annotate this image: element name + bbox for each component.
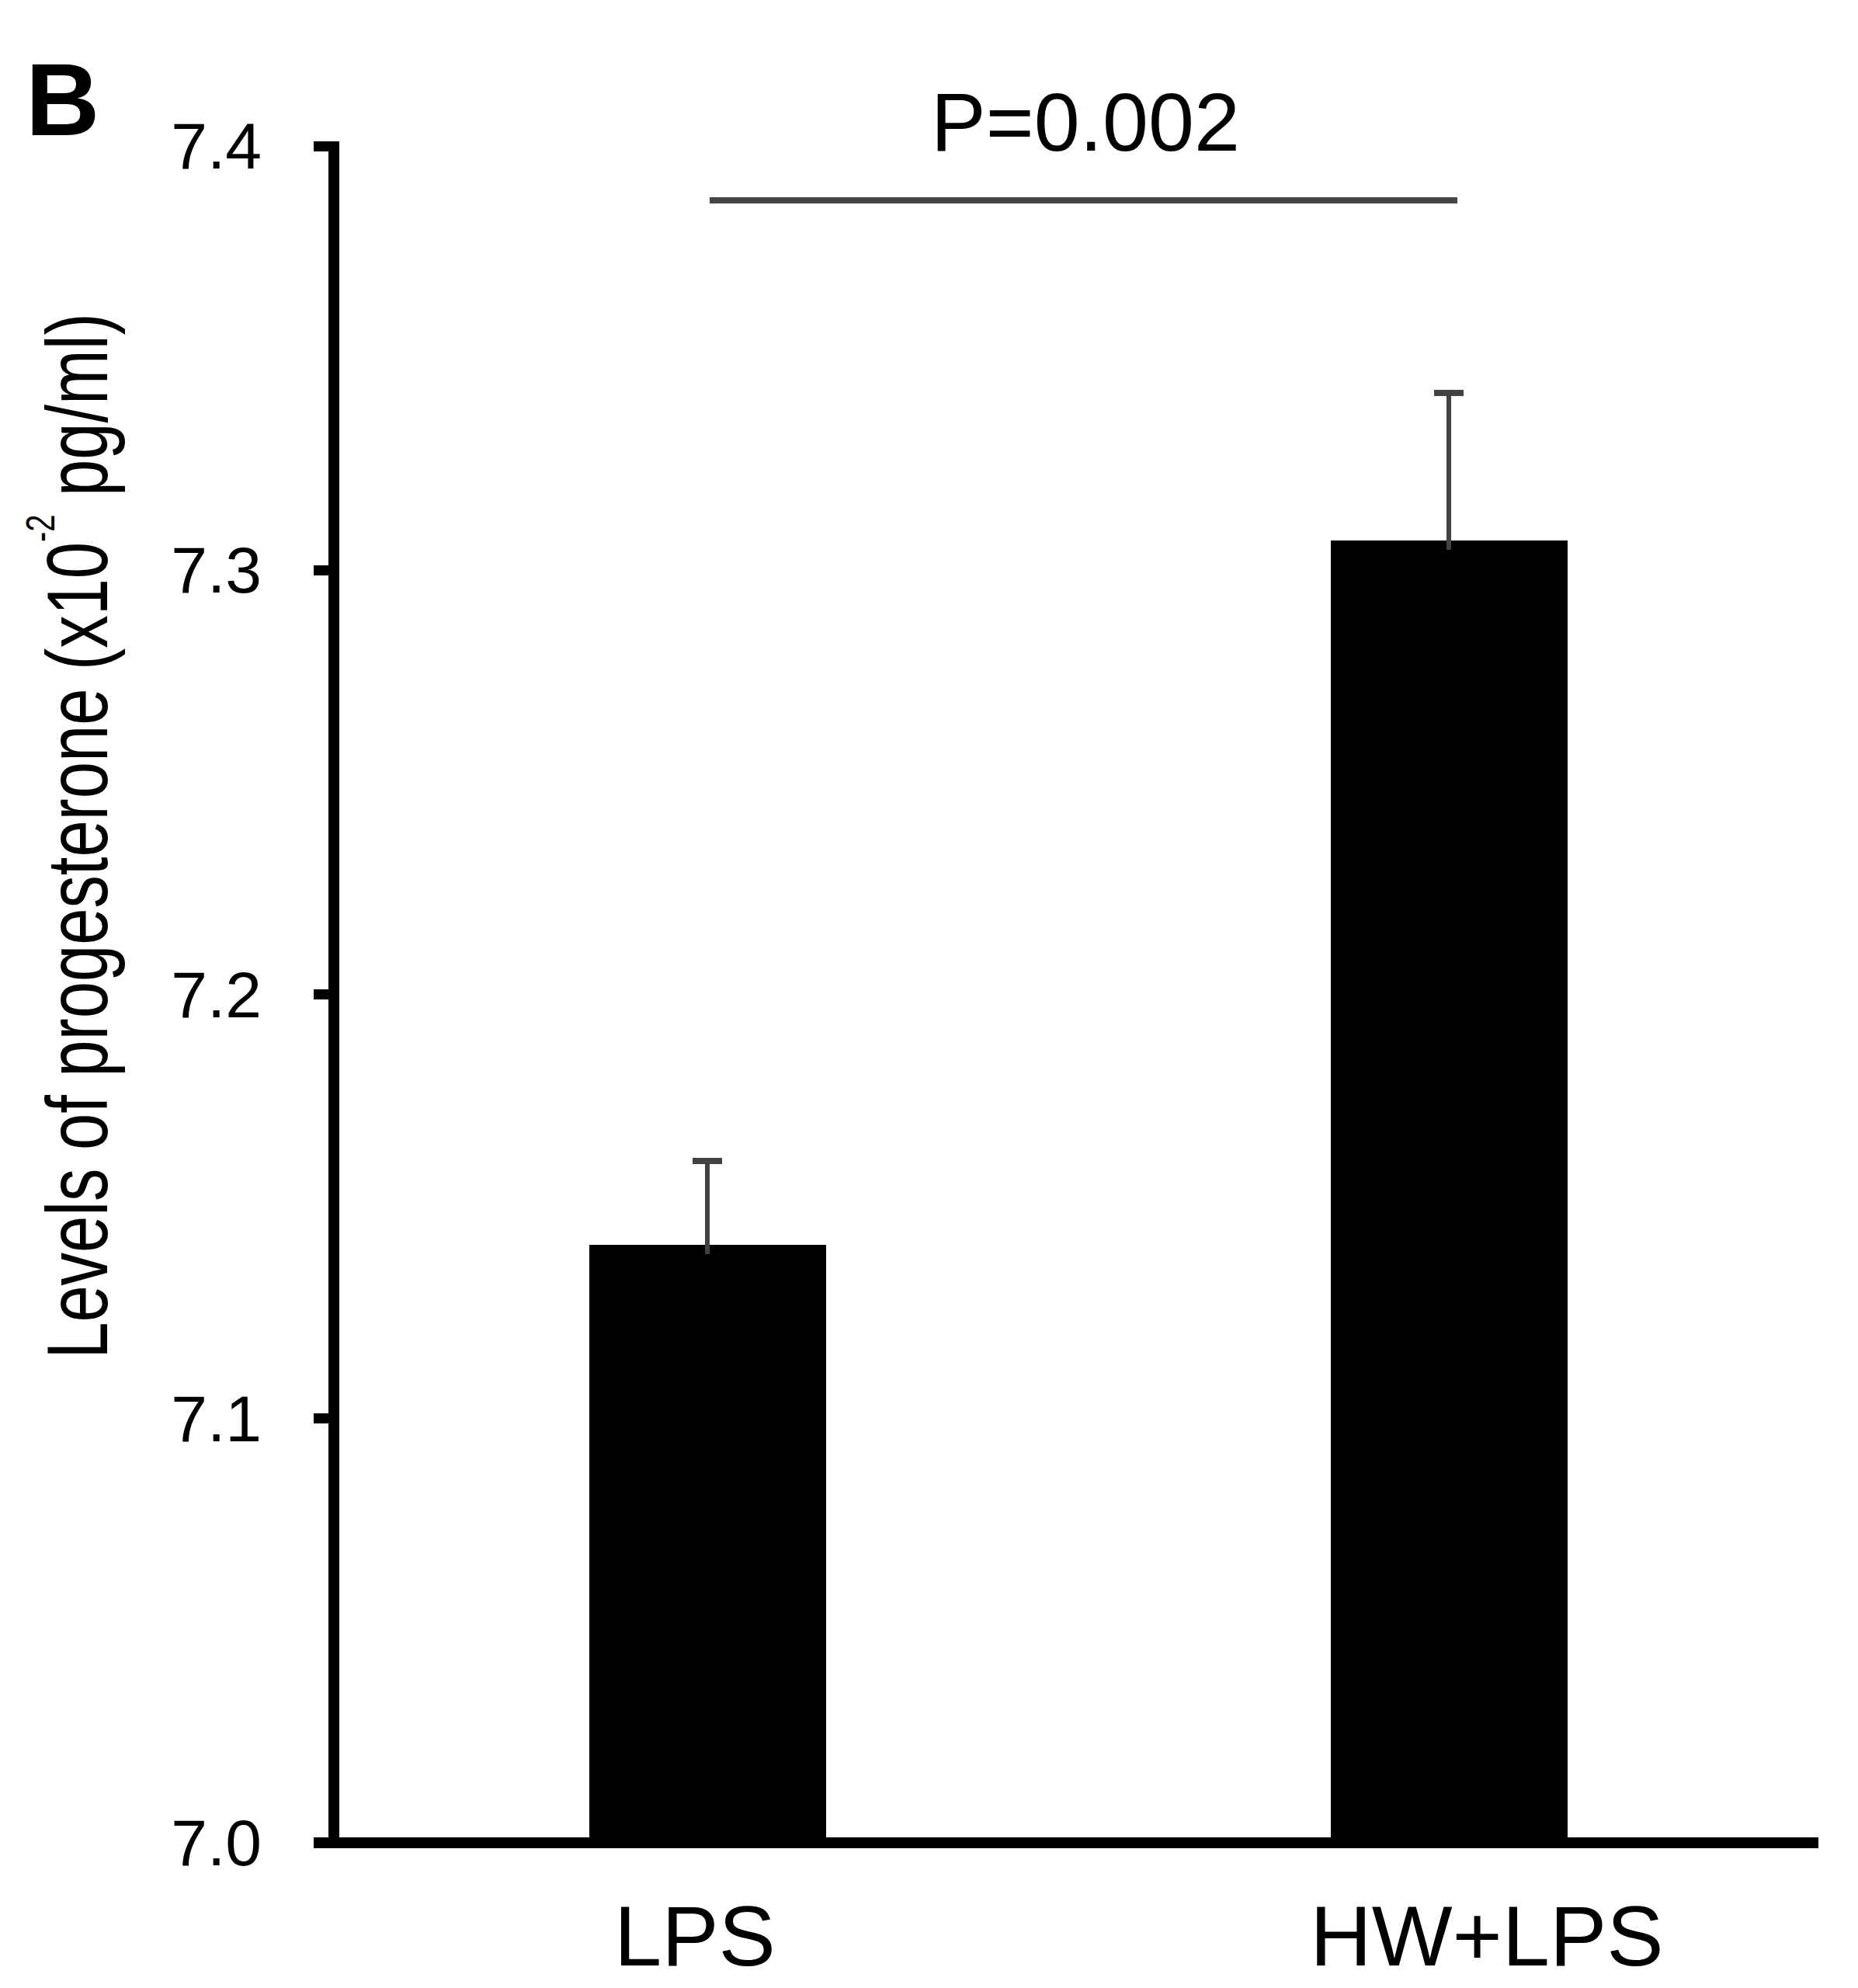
y-tick-label: 7.1: [106, 1386, 262, 1451]
y-tick-mark: [314, 1838, 328, 1848]
error-bar-line: [1446, 392, 1451, 550]
y-tick-mark: [314, 141, 328, 151]
y-axis-title-base: Levels of progesterone (x10: [29, 541, 126, 1358]
y-tick-mark: [314, 989, 328, 999]
error-bar-cap: [1434, 390, 1464, 396]
significance-line: [710, 197, 1457, 203]
y-tick-mark: [314, 1413, 328, 1423]
y-axis-line: [328, 141, 339, 1848]
x-label-HW+LPS: HW+LPS: [1176, 1893, 1797, 1979]
y-tick-mark: [314, 565, 328, 575]
y-tick-label: 7.2: [106, 962, 262, 1027]
figure-panel: B Levels of progesterone (x10-2 pg/ml) 7…: [0, 0, 1858, 1988]
y-tick-label: 7.4: [106, 113, 262, 179]
error-bar-line: [705, 1160, 710, 1254]
x-axis-line: [314, 1837, 1818, 1848]
bar-LPS: [589, 1245, 826, 1848]
bar-HW+LPS: [1331, 540, 1568, 1848]
significance-label: P=0.002: [775, 81, 1396, 163]
y-tick-label: 7.3: [106, 537, 262, 603]
panel-label: B: [26, 49, 99, 151]
y-axis-title: Levels of progesterone (x10-2 pg/ml): [27, 313, 127, 1359]
y-axis-title-rest: pg/ml): [29, 313, 126, 514]
y-axis-title-superscript: -2: [17, 514, 63, 541]
error-bar-cap: [693, 1158, 722, 1164]
x-label-LPS: LPS: [384, 1893, 1005, 1979]
y-tick-label: 7.0: [106, 1810, 262, 1875]
